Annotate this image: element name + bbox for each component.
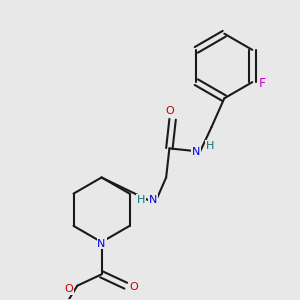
Text: H: H (206, 141, 214, 151)
Text: N: N (98, 239, 106, 249)
Text: O: O (65, 284, 74, 294)
Text: N: N (149, 195, 158, 205)
Text: O: O (130, 282, 138, 292)
Text: H: H (137, 195, 146, 205)
Text: N: N (192, 147, 200, 157)
Text: O: O (165, 106, 174, 116)
Text: F: F (258, 77, 266, 90)
